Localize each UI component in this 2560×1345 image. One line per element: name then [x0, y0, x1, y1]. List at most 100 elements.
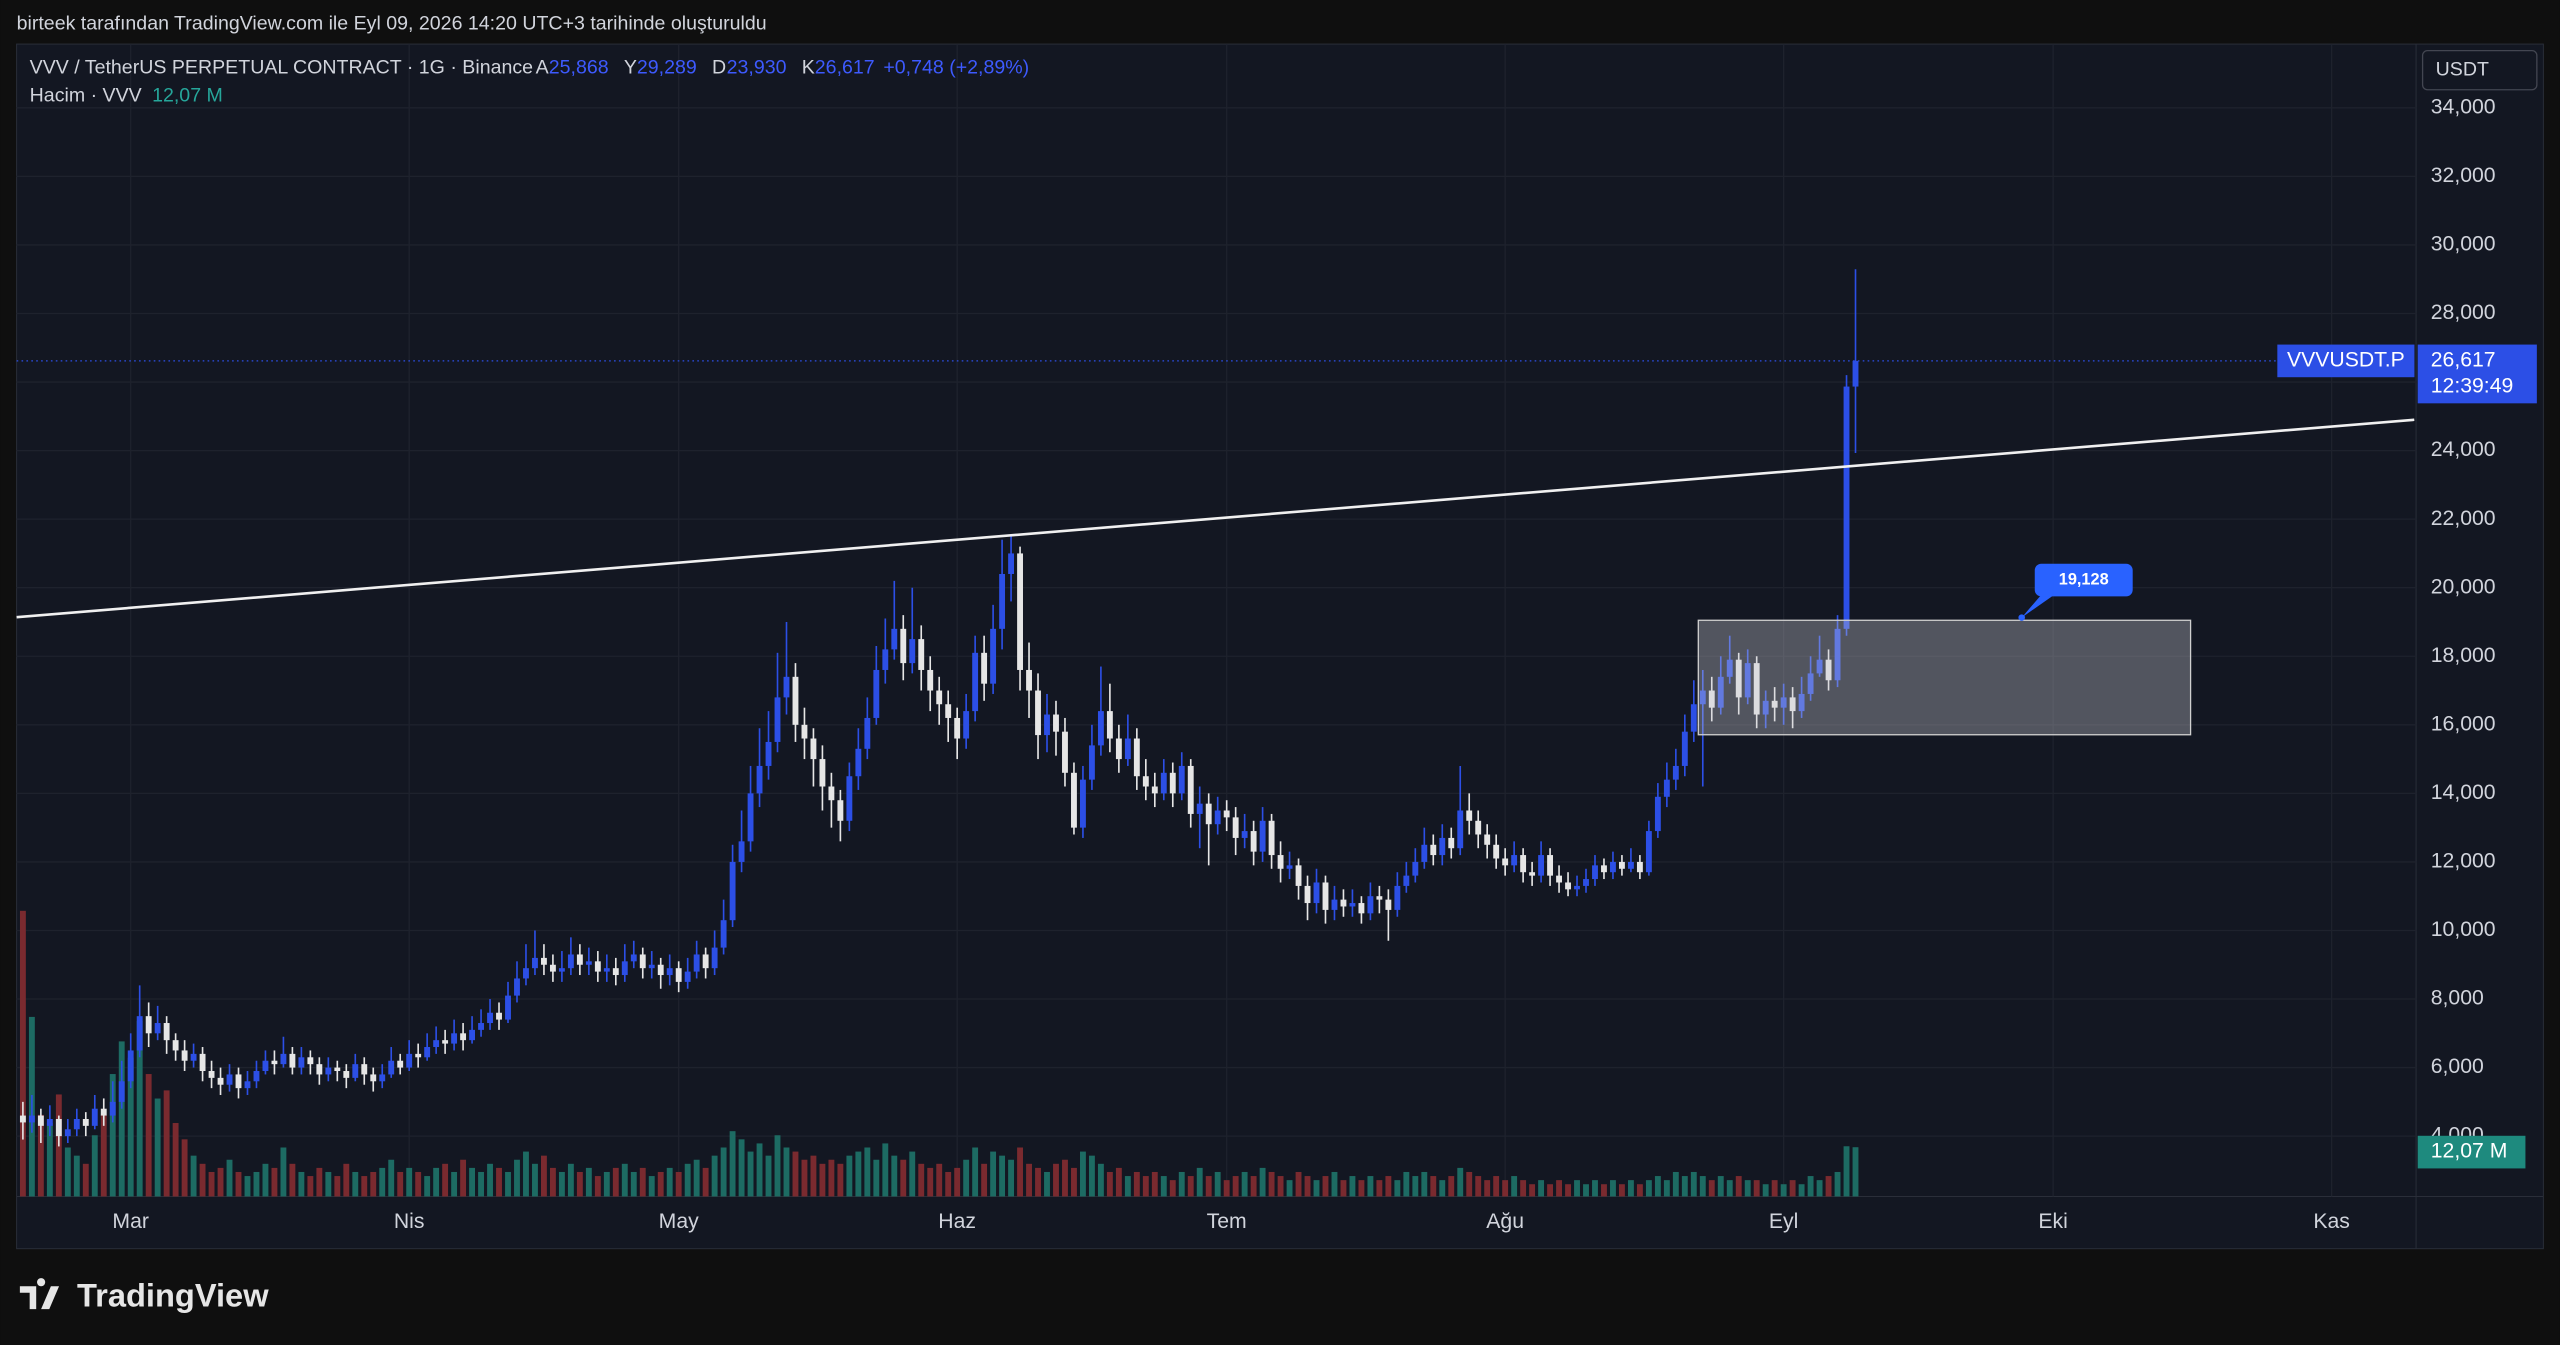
volume-bar — [1520, 1180, 1527, 1197]
candle-body — [487, 1012, 493, 1024]
candle-body — [1295, 865, 1302, 886]
candle-body — [334, 1067, 341, 1072]
candle-body — [19, 1115, 26, 1123]
volume-bar — [1394, 1180, 1401, 1197]
y-tick-label: 34,000 — [2431, 95, 2496, 118]
volume-bar — [810, 1155, 817, 1197]
candle-body — [379, 1074, 386, 1082]
candle-body — [1565, 882, 1571, 890]
candle-body — [1115, 738, 1122, 760]
volume-bar — [1601, 1184, 1607, 1197]
candle-body — [1277, 855, 1284, 869]
volume-bar — [163, 1090, 170, 1197]
candle-body — [253, 1071, 260, 1082]
candle-body — [82, 1118, 89, 1126]
candle-body — [460, 1033, 467, 1041]
candle-body — [1753, 663, 1760, 715]
candle-body — [1681, 731, 1688, 766]
candle-body — [1124, 738, 1131, 760]
ohlc-key: D — [712, 57, 726, 79]
candle-body — [981, 652, 988, 684]
volume-bar — [1187, 1176, 1194, 1197]
candle-body — [442, 1040, 449, 1044]
volume-bar — [1583, 1184, 1589, 1197]
price-tag — [2417, 344, 2537, 404]
candle-body — [774, 697, 781, 742]
x-tick-label: Eyl — [1769, 1210, 1798, 1233]
candles — [19, 269, 1859, 1147]
candle-body — [1268, 820, 1275, 856]
volume-bar — [1286, 1180, 1293, 1197]
volume-bar — [1223, 1180, 1230, 1197]
candle-body — [388, 1060, 395, 1075]
volume-bar — [1493, 1176, 1500, 1197]
volume-bar — [792, 1151, 799, 1197]
volume-bar — [1511, 1176, 1518, 1197]
volume-bar — [109, 1074, 116, 1197]
volume-bar — [1035, 1167, 1041, 1197]
candle-body — [325, 1067, 332, 1075]
volume-bar — [1798, 1184, 1805, 1197]
volume-bar — [1008, 1159, 1015, 1197]
candle-body — [370, 1074, 377, 1082]
candle-body — [1771, 700, 1778, 708]
volume-bar — [64, 1147, 71, 1197]
volume-bar — [1699, 1176, 1706, 1197]
volume-bar — [289, 1163, 296, 1197]
volume-bar — [693, 1159, 700, 1197]
volume-bar — [1080, 1151, 1086, 1197]
volume-bar — [1762, 1184, 1769, 1197]
volume-bar — [783, 1147, 790, 1197]
candle-body — [1008, 553, 1015, 574]
volume-bar — [1205, 1176, 1212, 1197]
candle-body — [1834, 628, 1841, 681]
grid — [16, 44, 2417, 1197]
volume-bar — [837, 1163, 844, 1197]
candle-body — [738, 841, 745, 862]
candle-body — [1367, 896, 1374, 914]
candle-body — [55, 1118, 62, 1137]
candle-body — [415, 1053, 422, 1058]
candle-body — [1645, 831, 1652, 873]
candle-body — [1457, 810, 1464, 849]
volume-bar — [487, 1163, 493, 1197]
candle-body — [1538, 855, 1545, 876]
candle-body — [558, 968, 565, 972]
candle-body — [1151, 786, 1158, 794]
volume-bar — [352, 1171, 359, 1197]
candle-body — [190, 1053, 197, 1061]
volume-bar — [819, 1163, 826, 1197]
candle-body — [433, 1040, 440, 1048]
candle-body — [1619, 861, 1625, 869]
volume-bar — [199, 1163, 206, 1197]
candle-body — [397, 1060, 404, 1068]
volume-bar — [37, 1114, 44, 1197]
volume-pane — [19, 910, 1859, 1197]
candle-body — [927, 669, 934, 691]
candle-body — [1026, 669, 1032, 691]
candle-body — [262, 1060, 269, 1072]
candle-body — [549, 964, 556, 972]
volume-bar — [576, 1171, 583, 1197]
candle-body — [1394, 885, 1401, 910]
volume-bar — [1726, 1180, 1733, 1197]
callout-anchor — [2018, 614, 2025, 621]
volume-bar — [1097, 1163, 1104, 1197]
candle-body — [1690, 704, 1697, 732]
volume-bar — [478, 1171, 484, 1197]
candle-body — [1340, 899, 1347, 907]
symbol-tag-label: VVVUSDT.P — [2287, 349, 2405, 372]
candle-body — [675, 968, 682, 982]
volume-bar — [954, 1167, 961, 1197]
volume-bar — [442, 1163, 449, 1197]
logo: TradingView — [19, 1276, 269, 1313]
volume-bar — [1807, 1176, 1814, 1197]
candle-body — [702, 954, 709, 969]
volume-bar — [1780, 1184, 1787, 1197]
candle-body — [1843, 386, 1850, 629]
currency-button[interactable] — [2421, 49, 2538, 91]
candle-body — [496, 1012, 502, 1020]
caption: birteek tarafından TradingView.com ile E… — [17, 13, 767, 35]
candle-body — [1035, 690, 1041, 736]
